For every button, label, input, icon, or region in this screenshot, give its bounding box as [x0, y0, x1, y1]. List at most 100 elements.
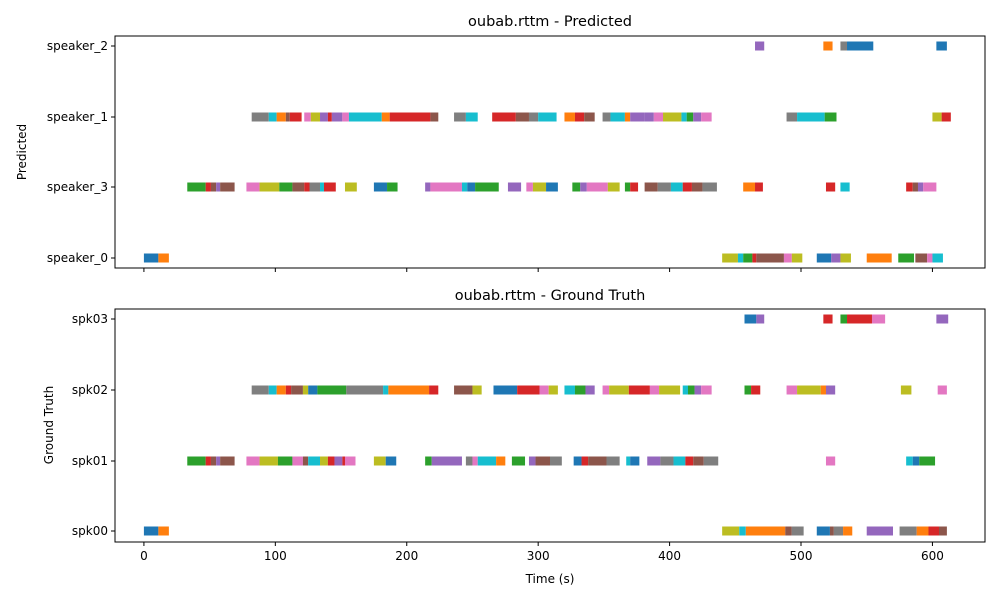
segment-bar	[744, 314, 757, 324]
segment-bar	[743, 182, 756, 192]
segment-bar	[327, 456, 335, 466]
segment-bar	[383, 385, 389, 395]
segment-bar	[630, 182, 639, 192]
segment-bar	[539, 385, 549, 395]
segment-bar	[737, 253, 744, 263]
segment-bar	[626, 456, 631, 466]
segment-bar	[923, 182, 937, 192]
segment-bar	[309, 182, 321, 192]
segment-bar	[694, 385, 702, 395]
segment-bar	[703, 456, 719, 466]
segment-bar	[574, 112, 585, 122]
segment-bar	[823, 314, 833, 324]
segment-bar	[797, 112, 825, 122]
y-tick-label: speaker_1	[47, 110, 108, 124]
y-axis-label: Predicted	[15, 124, 29, 180]
segment-bar	[840, 41, 848, 51]
segment-bar	[586, 182, 608, 192]
segment-bar	[158, 526, 169, 536]
segment-bar	[454, 385, 473, 395]
segment-bar	[936, 314, 949, 324]
segment-bar	[915, 253, 928, 263]
axes-frame	[114, 35, 986, 269]
segment-bar	[833, 526, 844, 536]
segment-bar	[317, 385, 347, 395]
segment-bar	[475, 182, 499, 192]
segment-bar	[327, 112, 332, 122]
segment-bar	[701, 385, 712, 395]
segment-bar	[515, 112, 529, 122]
segment-bar	[143, 253, 159, 263]
segment-bar	[791, 253, 803, 263]
segment-bar	[320, 112, 328, 122]
segment-bar	[823, 41, 833, 51]
segment-bar	[919, 456, 936, 466]
segment-bar	[535, 456, 550, 466]
segment-bar	[584, 112, 595, 122]
segment-bar	[755, 182, 763, 192]
segment-bar	[829, 526, 834, 536]
y-tick-label: speaker_2	[47, 39, 108, 53]
plot-title: oubab.rttm - Predicted	[468, 14, 632, 30]
segment-bar	[941, 112, 951, 122]
segment-bar	[304, 112, 311, 122]
segment-bar	[831, 253, 841, 263]
plot-ground-truth: oubab.rttm - Ground Truth spk00spk01spk0…	[42, 288, 986, 586]
segment-bar	[932, 253, 943, 263]
segment-bar	[465, 112, 478, 122]
segment-bar	[755, 41, 765, 51]
segment-bar	[744, 385, 752, 395]
segment-bar	[756, 253, 784, 263]
segment-bar	[917, 182, 924, 192]
segment-bar	[871, 314, 886, 324]
segment-bar	[425, 182, 431, 192]
segment-bar	[825, 456, 836, 466]
segment-bar	[783, 253, 792, 263]
segment-bar	[532, 182, 547, 192]
segment-bar	[205, 182, 211, 192]
segment-bar	[657, 182, 671, 192]
segment-bar	[292, 182, 305, 192]
segment-bar	[785, 526, 792, 536]
segment-bar	[751, 385, 761, 395]
segment-bar	[752, 253, 757, 263]
axes-frame	[114, 308, 986, 543]
segment-bar	[323, 182, 336, 192]
segment-bar	[693, 112, 702, 122]
segment-bar	[387, 182, 398, 192]
segment-bar	[644, 182, 658, 192]
segment-bar	[932, 112, 942, 122]
segment-bar	[906, 456, 913, 466]
segment-bar	[585, 385, 595, 395]
segment-bar	[373, 182, 388, 192]
x-ticks	[143, 268, 933, 272]
segment-bar	[572, 182, 581, 192]
segment-bar	[477, 456, 497, 466]
segment-bar	[216, 456, 221, 466]
segment-bar	[847, 314, 872, 324]
segment-bar	[342, 112, 349, 122]
segment-bar	[492, 112, 516, 122]
segment-bar	[564, 112, 575, 122]
segment-bar	[429, 385, 439, 395]
segment-bar	[564, 385, 575, 395]
y-tick-label: spk00	[72, 524, 108, 538]
segment-bar	[745, 526, 786, 536]
segment-bar	[320, 456, 328, 466]
segment-bar	[743, 253, 753, 263]
segment-bar	[581, 456, 589, 466]
segment-bar	[843, 526, 853, 536]
segment-bar	[912, 182, 918, 192]
y-ticks: speaker_0 speaker_3 speaker_1 speaker_2	[47, 39, 115, 265]
segment-bar	[722, 253, 738, 263]
x-axis-label: Time (s)	[525, 572, 575, 586]
segment-bar	[528, 112, 539, 122]
segment-bar	[246, 456, 260, 466]
segment-bar	[348, 112, 382, 122]
segment-bar	[912, 456, 920, 466]
segment-bar	[346, 385, 384, 395]
y-tick-label: spk03	[72, 312, 108, 326]
segment-bar	[928, 526, 939, 536]
segment-bar	[548, 385, 558, 395]
segment-bar	[681, 112, 687, 122]
